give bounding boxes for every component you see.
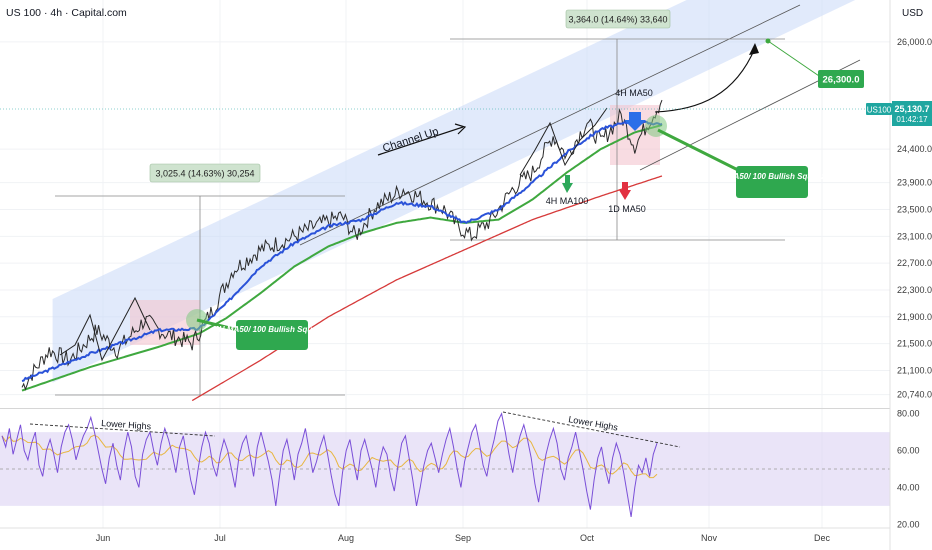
ma50-blue-arrow: [624, 112, 646, 131]
zigzag-pattern-2: [519, 107, 608, 176]
measure-2-label-box: [565, 9, 671, 29]
ma100-green-arrow: [562, 175, 573, 193]
measure-1-label-box: [149, 163, 261, 183]
squeeze-callout-2-connector: [657, 128, 743, 174]
price-tag-value: 25,130.7: [894, 104, 929, 114]
rsi-lower-highs-line-2: [502, 411, 681, 448]
price-tick-label: 21,100.0: [897, 366, 932, 376]
currency-label: USD: [902, 8, 923, 19]
time-tick-label: Aug: [338, 533, 354, 543]
price-tick-label: 23,900.0: [897, 178, 932, 188]
squeeze-callout-1-box: [236, 320, 308, 350]
chart-title: US 100 · 4h · Capital.com: [6, 7, 127, 19]
rsi-axis-ticks: 80.00 60.00 40.00 20.00: [897, 409, 920, 530]
rsi-lower-highs-line-1: [29, 423, 216, 437]
channel-up-band: [52, 0, 856, 383]
price-tick-label: 23,500.0: [897, 205, 932, 215]
zigzag-pattern-1: [59, 296, 151, 362]
price-tick-label: 24,400.0: [897, 144, 932, 154]
projection-arrow-head: [749, 43, 759, 55]
rsi-tick-label: 20.00: [897, 519, 920, 529]
time-axis-ticks: Jun Jul Aug Sep Oct Nov Dec: [96, 533, 831, 543]
label-4h-ma50: 4H MA50: [615, 88, 653, 98]
channel-up-arrow-shaft: [377, 126, 464, 156]
measurement-group: [55, 38, 785, 396]
label-1d-ma50: 1D MA50: [608, 204, 646, 214]
squeeze-callout-2-box: [736, 166, 808, 198]
price-tick-label: 23,100.0: [897, 231, 932, 241]
price-tag-symbol-box: [866, 103, 892, 115]
ma1d-red-arrow: [619, 182, 631, 200]
measure-1-label: 3,025.4 (14.63%) 30,254: [155, 169, 254, 179]
rsi-lower-highs-label-1: Lower Highs: [101, 418, 152, 431]
price-tag-box: [892, 101, 932, 126]
rsi-ma-line: [1, 434, 658, 479]
rsi-tick-label: 80.00: [897, 409, 920, 419]
price-tick-label: 22,300.0: [897, 285, 932, 295]
rsi-line: [1, 412, 658, 517]
price-tag-symbol: US100: [867, 106, 892, 115]
rsi-tick-label: 40.00: [897, 482, 920, 492]
price-tick-label: 26,000.0: [897, 37, 932, 47]
series-1d-ma50-line: [191, 175, 663, 402]
squeeze-callout-1-text: 4H MA50/ 100 Bullish Squeeze: [213, 325, 330, 334]
series-4h-ma50-line: [21, 120, 663, 382]
time-tick-label: Jul: [214, 533, 226, 543]
measure-2-label: 3,364.0 (14.64%) 33,640: [568, 15, 667, 25]
projection-curve: [654, 47, 756, 113]
time-tick-label: Nov: [701, 533, 718, 543]
price-tick-label: 20,740.0: [897, 390, 932, 400]
squeeze-callout-2-text: 4H MA50/ 100 Bullish Squeeze: [713, 172, 830, 181]
target-label: 26,300.0: [823, 75, 860, 86]
time-tick-label: Jun: [96, 533, 111, 543]
target-connector: [767, 40, 823, 79]
label-4h-ma100: 4H MA100: [546, 196, 589, 206]
time-tick-label: Dec: [814, 533, 831, 543]
time-tick-label: Sep: [455, 533, 471, 543]
price-tick-label: 21,500.0: [897, 339, 932, 349]
rsi-panel-divider: [0, 408, 890, 409]
price-axis-ticks: 26,000.0 24,400.0 23,900.0 23,500.0 23,100.0…: [897, 37, 932, 400]
price-tick-label: 21,900.0: [897, 312, 932, 322]
time-tick-label: Oct: [580, 533, 595, 543]
squeeze-callout-1-connector: [196, 318, 239, 332]
series-4h-ma100-line: [21, 124, 663, 392]
price-tag-countdown: 01:42:17: [896, 115, 928, 124]
channel-up-arrow-head: [454, 123, 467, 135]
rsi-tick-label: 60.00: [897, 446, 920, 456]
target-label-box: [818, 70, 864, 88]
price-tick-label: 22,700.0: [897, 258, 932, 268]
